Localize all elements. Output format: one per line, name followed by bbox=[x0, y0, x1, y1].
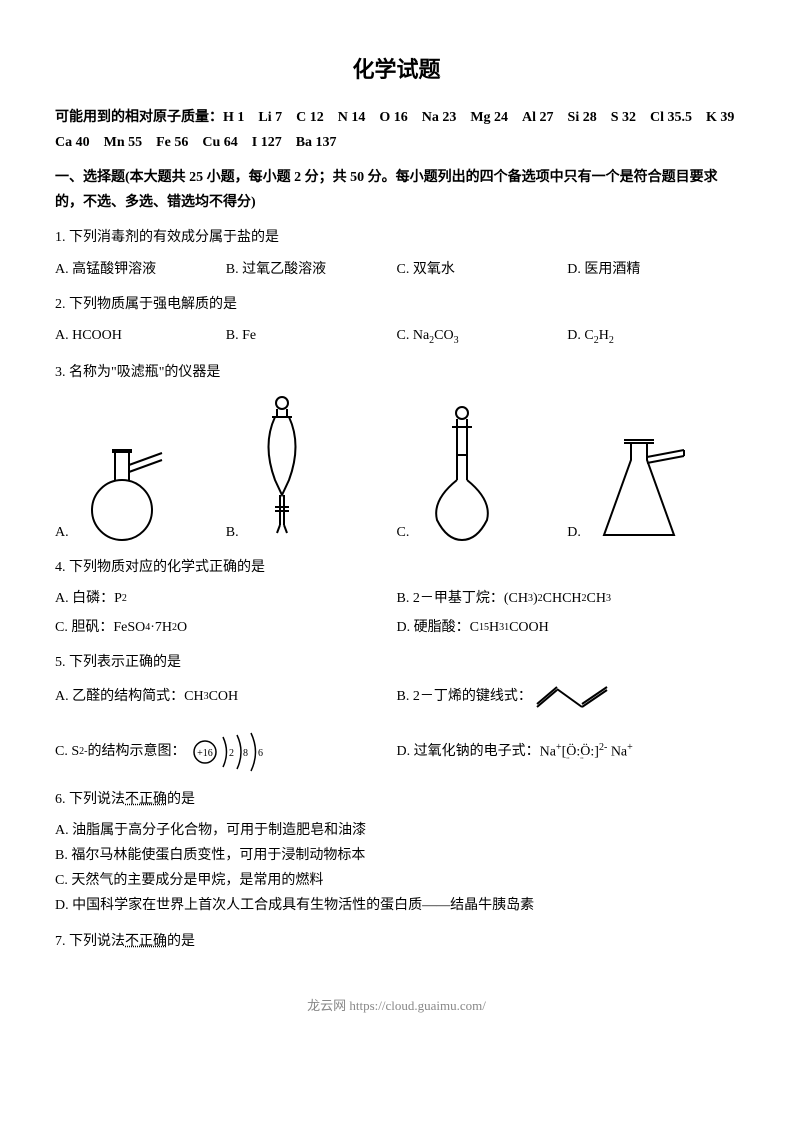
q6-option-a: A. 油脂属于高分子化合物，可用于制造肥皂和油漆 bbox=[55, 818, 738, 843]
q1-option-c: C. 双氧水 bbox=[397, 257, 568, 282]
q5-option-d: D. 过氧化钠的电子式： Na+[Ö¨:Ö¨:]2- Na+ bbox=[397, 727, 739, 777]
q5-option-c: C. S2- 的结构示意图： +16 2 8 6 bbox=[55, 727, 397, 777]
q2-option-d: D. C2H2 bbox=[567, 323, 738, 350]
q5-stem: 5. 下列表示正确的是 bbox=[55, 650, 738, 675]
q6-option-c: C. 天然气的主要成分是甲烷，是常用的燃料 bbox=[55, 868, 738, 893]
svg-text:6: 6 bbox=[258, 748, 263, 759]
q1-option-a: A. 高锰酸钾溶液 bbox=[55, 257, 226, 282]
q1-stem: 1. 下列消毒剂的有效成分属于盐的是 bbox=[55, 225, 738, 250]
q6-stem: 6. 下列说法不正确的是 bbox=[55, 787, 738, 812]
q7-stem: 7. 下列说法不正确的是 bbox=[55, 929, 738, 954]
svg-text:+16: +16 bbox=[198, 748, 214, 759]
question-4: 4. 下列物质对应的化学式正确的是 A. 白磷：P2 B. 2－甲基丁烷：(CH… bbox=[55, 555, 738, 641]
atomic-mass-info: 可能用到的相对原子质量：H 1 Li 7 C 12 N 14 O 16 Na 2… bbox=[55, 105, 738, 155]
q2-option-b: B. Fe bbox=[226, 323, 397, 350]
svg-text:8: 8 bbox=[243, 748, 248, 759]
q4-option-b: B. 2－甲基丁烷：(CH3)2CHCH2CH3 bbox=[397, 586, 739, 611]
suction-flask-icon bbox=[589, 425, 699, 545]
volumetric-flask-icon bbox=[417, 405, 507, 545]
q3-option-b: B. bbox=[226, 395, 397, 545]
q3-option-a: A. bbox=[55, 425, 226, 545]
q4-option-d: D. 硬脂酸：C15H31COOH bbox=[397, 615, 739, 640]
question-2: 2. 下列物质属于强电解质的是 A. HCOOH B. Fe C. Na2CO3… bbox=[55, 292, 738, 350]
q4-stem: 4. 下列物质对应的化学式正确的是 bbox=[55, 555, 738, 580]
page-footer: 龙云网 https://cloud.guaimu.com/ bbox=[55, 994, 738, 1017]
q3-stem: 3. 名称为"吸滤瓶"的仪器是 bbox=[55, 360, 738, 385]
q2-stem: 2. 下列物质属于强电解质的是 bbox=[55, 292, 738, 317]
q6-option-b: B. 福尔马林能使蛋白质变性，可用于浸制动物标本 bbox=[55, 843, 738, 868]
q5-option-a: A. 乙醛的结构简式：CH3COH bbox=[55, 682, 397, 712]
question-5: 5. 下列表示正确的是 A. 乙醛的结构简式：CH3COH B. 2－丁烯的键线… bbox=[55, 650, 738, 776]
bond-line-icon bbox=[532, 682, 612, 712]
q2-option-a: A. HCOOH bbox=[55, 323, 226, 350]
q1-option-b: B. 过氧乙酸溶液 bbox=[226, 257, 397, 282]
q4-option-a: A. 白磷：P2 bbox=[55, 586, 397, 611]
atom-structure-icon: +16 2 8 6 bbox=[185, 727, 275, 777]
page-title: 化学试题 bbox=[55, 50, 738, 90]
q4-option-c: C. 胆矾：FeSO4·7H2O bbox=[55, 615, 397, 640]
q3-option-d: D. bbox=[567, 425, 738, 545]
question-3: 3. 名称为"吸滤瓶"的仪器是 A. B. bbox=[55, 360, 738, 545]
q6-option-d: D. 中国科学家在世界上首次人工合成具有生物活性的蛋白质——结晶牛胰岛素 bbox=[55, 893, 738, 918]
svg-text:2: 2 bbox=[229, 748, 234, 759]
q5-option-b: B. 2－丁烯的键线式： bbox=[397, 682, 739, 712]
section-title: 一、选择题(本大题共 25 小题，每小题 2 分；共 50 分。每小题列出的四个… bbox=[55, 165, 738, 215]
q1-option-d: D. 医用酒精 bbox=[567, 257, 738, 282]
q2-option-c: C. Na2CO3 bbox=[397, 323, 568, 350]
separating-funnel-icon bbox=[247, 395, 317, 545]
question-6: 6. 下列说法不正确的是 A. 油脂属于高分子化合物，可用于制造肥皂和油漆 B.… bbox=[55, 787, 738, 919]
q3-option-c: C. bbox=[397, 405, 568, 545]
distillation-flask-icon bbox=[77, 425, 167, 545]
question-7: 7. 下列说法不正确的是 bbox=[55, 929, 738, 954]
question-1: 1. 下列消毒剂的有效成分属于盐的是 A. 高锰酸钾溶液 B. 过氧乙酸溶液 C… bbox=[55, 225, 738, 281]
